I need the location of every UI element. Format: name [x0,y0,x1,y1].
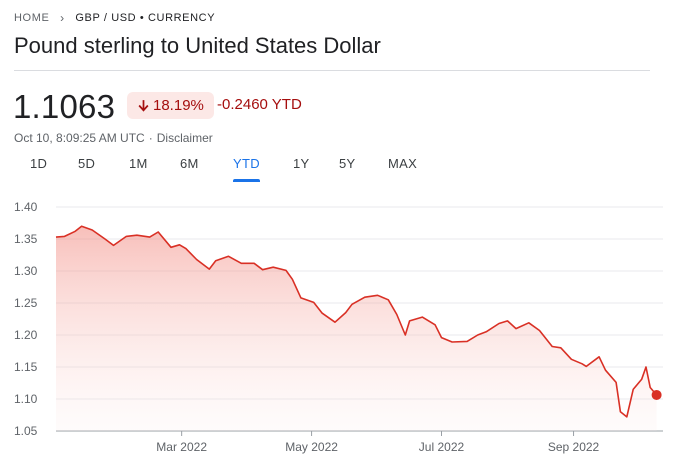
absolute-change: -0.2460 YTD [217,96,302,113]
y-tick-label: 1.35 [14,232,38,246]
disclaimer-link[interactable]: Disclaimer [156,131,213,145]
percent-change-badge: 18.19% [127,92,214,119]
y-tick-label: 1.40 [14,200,38,214]
breadcrumb: HOME › GBP / USD • CURRENCY [14,10,215,26]
x-tick-label: Jul 2022 [419,440,465,454]
y-tick-label: 1.05 [14,424,38,438]
x-tick-label: May 2022 [285,440,338,454]
title-divider [14,70,650,71]
percent-change-value: 18.19% [153,97,204,114]
timestamp: Oct 10, 8:09:25 AM UTC [14,131,145,145]
y-tick-label: 1.20 [14,328,38,342]
price-chart[interactable]: 1.40 1.35 1.30 1.25 1.20 1.15 1.10 1.05 Mar 2022… [0,188,678,470]
y-tick-label: 1.25 [14,296,38,310]
y-tick-label: 1.10 [14,392,38,406]
breadcrumb-current: GBP / USD • CURRENCY [75,12,216,24]
meta-separator: · [148,131,153,145]
tab-ytd[interactable]: YTD [233,156,260,182]
y-tick-label: 1.15 [14,360,38,374]
tab-1m[interactable]: 1M [129,156,148,171]
page-title: Pound sterling to United States Dollar [14,33,381,58]
tab-5d[interactable]: 5D [78,156,96,171]
current-price-dot [651,389,662,400]
chevron-right-icon: › [60,11,65,25]
current-price: 1.1063 [13,88,116,125]
tab-1y[interactable]: 1Y [293,156,310,171]
y-tick-label: 1.30 [14,264,38,278]
tab-max[interactable]: MAX [388,156,418,171]
price-line [55,225,658,418]
x-tick-label: Sep 2022 [548,440,600,454]
price-area-fill [56,226,657,431]
tab-1d[interactable]: 1D [30,156,48,171]
quote-meta: Oct 10, 8:09:25 AM UTC · Disclaimer [14,131,213,145]
breadcrumb-home-link[interactable]: HOME [14,12,50,24]
tab-5y[interactable]: 5Y [339,156,356,171]
x-tick-label: Mar 2022 [156,440,207,454]
tab-6m[interactable]: 6M [180,156,199,171]
arrow-down-icon [138,100,149,112]
